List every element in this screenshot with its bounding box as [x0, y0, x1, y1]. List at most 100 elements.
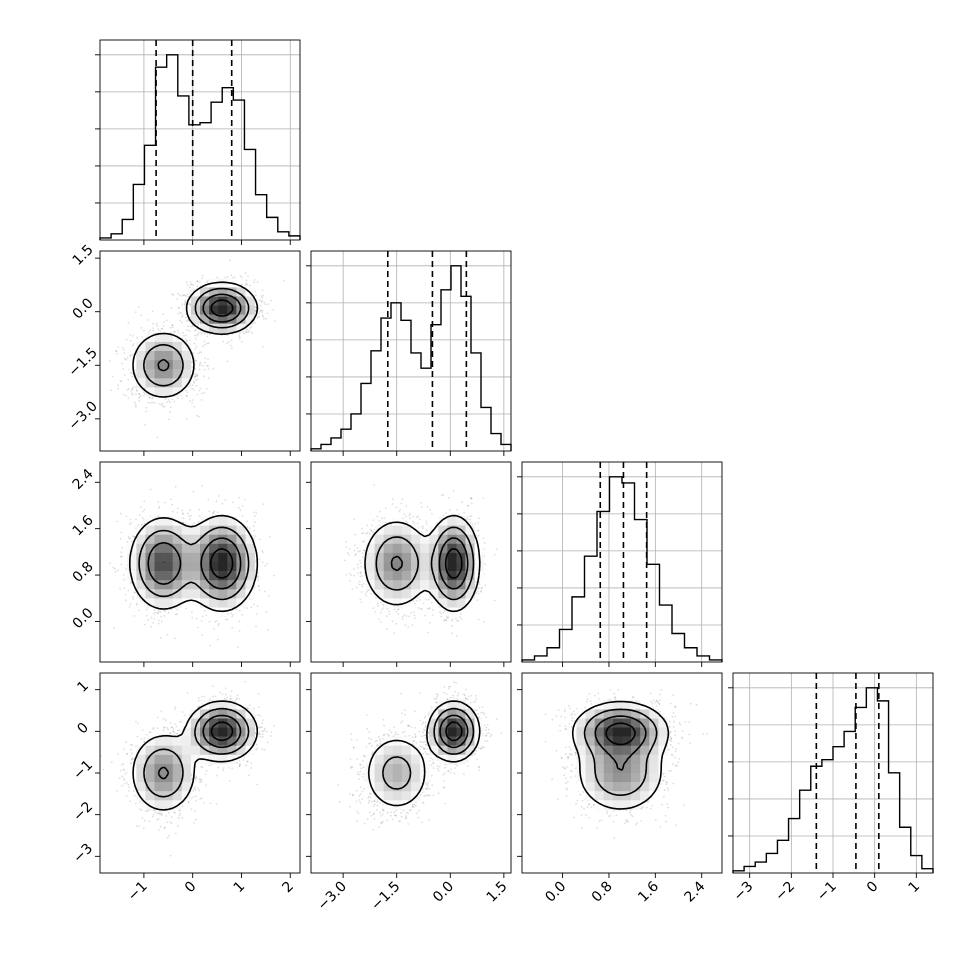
- density-cell: [209, 314, 219, 324]
- sample-point: [163, 405, 166, 408]
- sample-point: [194, 330, 196, 332]
- sample-point: [147, 319, 150, 321]
- sample-point: [162, 313, 165, 315]
- sample-point: [132, 535, 134, 538]
- sample-point: [135, 389, 138, 392]
- sample-point: [185, 395, 188, 397]
- sample-point: [262, 315, 264, 318]
- sample-point: [140, 327, 143, 329]
- sample-point: [158, 610, 160, 612]
- sample-point: [204, 343, 206, 346]
- sample-point: [110, 389, 113, 392]
- sample-point: [238, 630, 241, 632]
- sample-point: [196, 280, 199, 283]
- sample-point: [132, 597, 135, 600]
- hist-panel-2: [306, 250, 512, 456]
- density-cell: [200, 296, 210, 306]
- sample-point: [195, 345, 198, 348]
- density-cell: [236, 314, 246, 324]
- sample-point: [150, 625, 152, 628]
- sample-point: [254, 306, 257, 309]
- sample-point: [193, 405, 196, 408]
- contour-line: [132, 281, 259, 398]
- sample-point: [259, 310, 262, 312]
- sample-point: [240, 276, 243, 279]
- sample-point: [122, 348, 125, 351]
- density-cell: [245, 296, 255, 306]
- sample-point: [196, 373, 199, 376]
- sample-point: [183, 335, 185, 337]
- sample-point: [171, 324, 174, 327]
- sample-point: [241, 613, 244, 616]
- sample-point: [125, 515, 128, 518]
- sample-point: [191, 387, 194, 390]
- sample-point: [164, 501, 166, 504]
- sample-point: [116, 520, 119, 523]
- density-cell: [163, 351, 173, 361]
- sample-point: [151, 396, 154, 399]
- sample-point: [195, 378, 197, 381]
- sample-point: [193, 342, 196, 345]
- sample-point: [182, 331, 185, 334]
- density-cell: [200, 314, 210, 324]
- sample-point: [125, 358, 127, 361]
- sample-point: [238, 620, 241, 623]
- sample-point: [199, 387, 202, 390]
- sample-point: [197, 352, 200, 355]
- panel-frame: [99, 250, 301, 452]
- sample-point: [198, 368, 201, 371]
- sample-point: [135, 393, 137, 396]
- sample-point: [236, 646, 239, 649]
- sample-point: [171, 326, 174, 329]
- density-cell: [163, 387, 173, 397]
- sample-point: [163, 321, 166, 324]
- sample-point: [194, 375, 197, 378]
- sample-point: [160, 637, 162, 639]
- sample-point: [125, 394, 127, 397]
- sample-point: [226, 360, 229, 363]
- sample-point: [261, 299, 264, 302]
- sample-point: [186, 391, 189, 394]
- sample-point: [156, 325, 159, 327]
- sample-point: [145, 608, 148, 611]
- x-tick-label: 1: [906, 879, 924, 897]
- histogram: [521, 476, 723, 662]
- sample-point: [152, 327, 155, 329]
- sample-point: [160, 328, 163, 330]
- sample-point: [262, 294, 265, 297]
- density-cell: [200, 323, 210, 334]
- sample-point: [157, 611, 159, 614]
- sample-point: [247, 331, 250, 334]
- sample-point: [155, 322, 158, 325]
- sample-point: [147, 401, 150, 404]
- sample-point: [140, 394, 142, 397]
- sample-point: [126, 389, 129, 391]
- sample-point: [192, 284, 195, 286]
- sample-point: [183, 304, 186, 306]
- sample-point: [265, 610, 268, 613]
- sample-point: [132, 595, 135, 598]
- sample-point: [176, 511, 179, 514]
- density-cell: [145, 341, 155, 352]
- sample-point: [193, 334, 196, 337]
- sample-point: [129, 603, 132, 606]
- sample-point: [181, 303, 184, 306]
- sample-point: [109, 562, 111, 565]
- density-cell: [200, 287, 210, 297]
- density-cell: [227, 296, 237, 306]
- sample-point: [215, 500, 218, 503]
- sample-point: [117, 346, 120, 348]
- y-tick-label: 1.5: [70, 242, 97, 269]
- sample-point: [198, 415, 200, 418]
- x-tick-label: −1: [814, 879, 840, 905]
- sample-point: [176, 298, 179, 300]
- sample-point: [171, 293, 174, 296]
- sample-point: [198, 281, 201, 284]
- density-cell: [136, 378, 146, 388]
- sample-point: [182, 521, 185, 524]
- sample-point: [185, 281, 188, 284]
- sample-point: [216, 511, 219, 513]
- sample-point: [217, 624, 220, 627]
- x-tick-label: −3: [731, 879, 757, 905]
- hist-panel-1: [95, 39, 301, 245]
